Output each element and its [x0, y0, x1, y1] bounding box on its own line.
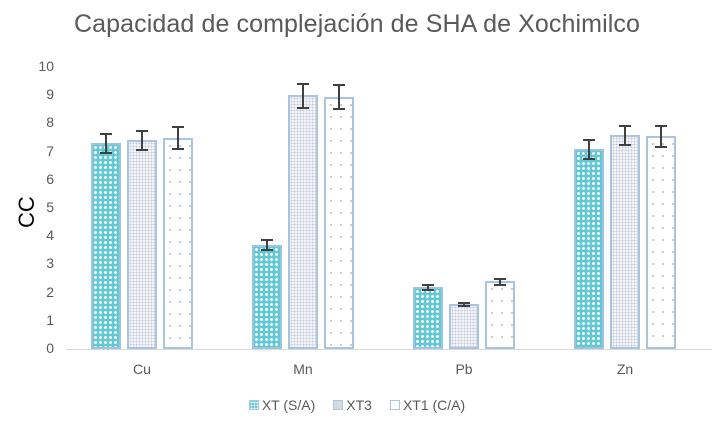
error-bar-cap — [136, 130, 148, 133]
error-bar-cap — [297, 82, 309, 85]
error-bar-cap — [583, 157, 595, 160]
legend: XT (S/A) XT3 XT1 (C/A) — [0, 397, 714, 413]
x-tick-label: Cu — [133, 361, 151, 377]
error-bar-cap — [172, 126, 184, 129]
error-bar-cap — [422, 289, 434, 292]
error-bar-cap — [261, 249, 273, 252]
error-bar — [588, 138, 590, 159]
bar-zn-xt3 — [610, 134, 640, 349]
error-bar-cap — [619, 143, 631, 146]
legend-label: XT1 (C/A) — [402, 397, 466, 413]
y-tick-label: 6 — [46, 170, 54, 187]
chart-title: Capacidad de complejación de SHA de Xoch… — [73, 10, 641, 38]
error-bar — [302, 82, 304, 108]
y-tick-label: 5 — [46, 199, 54, 215]
bar-pb-xt — [413, 286, 443, 349]
y-tick-label: 3 — [46, 255, 54, 272]
error-bar-cap — [655, 125, 667, 128]
bar-cu-xt3 — [127, 140, 157, 349]
error-bar-cap — [494, 277, 506, 280]
error-bar — [141, 130, 143, 151]
error-bar — [338, 83, 340, 110]
x-axis-line — [66, 349, 712, 350]
error-bar — [499, 277, 501, 285]
error-bar-cap — [655, 145, 667, 148]
error-bar-cap — [100, 152, 112, 154]
error-bar-cap — [494, 283, 506, 286]
bar-cu-xt1 — [163, 137, 193, 349]
legend-swatch-fine-dots-icon — [333, 400, 344, 410]
error-bar-cap — [458, 301, 470, 304]
legend-item-xt1-ca: XT1 (C/A) — [389, 397, 466, 413]
bar-zn-xt — [574, 148, 604, 349]
y-tick-label: 0 — [46, 340, 54, 356]
y-tick-label: 2 — [46, 283, 54, 300]
y-tick-label: 7 — [46, 142, 54, 159]
error-bar-cap — [583, 138, 595, 141]
y-tick-label: 8 — [46, 114, 54, 131]
error-bar-cap — [422, 283, 434, 286]
error-bar-cap — [333, 108, 345, 111]
legend-item-xt-sa: XT (S/A) — [248, 397, 316, 413]
bar-cu-xt — [91, 143, 121, 349]
error-bar — [105, 133, 107, 153]
y-tick-label: 4 — [46, 227, 54, 244]
error-bar-cap — [136, 149, 148, 152]
error-bar — [266, 239, 268, 251]
legend-swatch-crosshatch-icon — [248, 400, 259, 410]
error-bar-cap — [458, 304, 470, 307]
bar-pb-xt1 — [485, 281, 515, 349]
x-tick-label: Zn — [616, 361, 634, 377]
error-bar-cap — [333, 83, 345, 86]
x-tick-label: Pb — [455, 361, 473, 377]
error-bar-cap — [261, 239, 273, 242]
y-tick-label: 1 — [46, 311, 54, 328]
error-bar-cap — [172, 147, 184, 150]
legend-label: XT (S/A) — [261, 397, 316, 413]
error-bar-cap — [619, 124, 631, 127]
error-bar — [660, 125, 662, 147]
legend-item-xt3: XT3 — [333, 397, 372, 413]
legend-label: XT3 — [346, 397, 372, 413]
error-bar — [624, 124, 626, 145]
bar-mn-xt3 — [288, 95, 318, 349]
error-bar-cap — [297, 106, 309, 109]
y-tick-label: 9 — [46, 86, 54, 103]
bar-pb-xt3 — [449, 303, 479, 349]
error-bar — [427, 283, 429, 291]
bar-mn-xt — [252, 244, 282, 349]
bar-zn-xt1 — [646, 136, 676, 349]
error-bar-cap — [100, 133, 112, 136]
x-tick-label: Mn — [293, 361, 313, 377]
bar-mn-xt1 — [324, 96, 354, 349]
error-bar — [177, 126, 179, 149]
y-tick-label: 10 — [38, 58, 54, 74]
legend-swatch-sparse-dots-icon — [389, 400, 400, 410]
